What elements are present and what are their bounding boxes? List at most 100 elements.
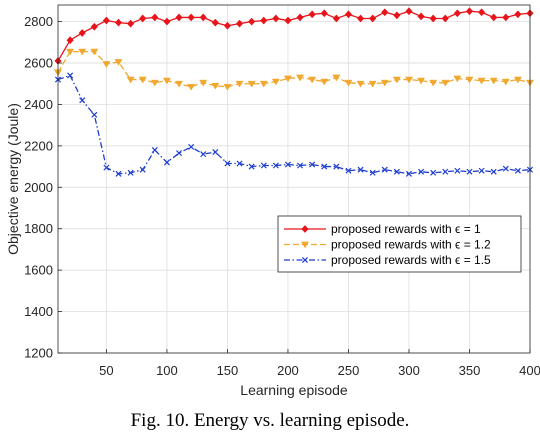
data-point — [344, 79, 353, 87]
series-line — [57, 10, 531, 62]
data-point — [308, 10, 316, 19]
data-point — [309, 161, 316, 168]
legend-entry-3: proposed rewards with ϵ = 1.5 — [284, 253, 491, 267]
data-point — [333, 163, 340, 170]
data-point — [102, 16, 111, 25]
data-point — [199, 79, 208, 87]
data-point — [284, 16, 292, 25]
y-tick-label: 2800 — [24, 14, 53, 29]
data-point — [151, 13, 159, 22]
data-point — [466, 168, 473, 175]
y-tick-label: 1200 — [24, 346, 53, 361]
data-point — [174, 80, 184, 88]
data-point — [66, 36, 74, 45]
data-point — [103, 164, 110, 171]
data-point — [79, 97, 86, 104]
legend-entry-1: proposed rewards with ϵ = 1 — [284, 222, 481, 236]
series-1 — [54, 7, 534, 65]
data-point — [223, 83, 232, 91]
data-point — [490, 13, 498, 22]
data-point — [284, 161, 291, 168]
data-point — [453, 75, 462, 83]
data-point — [247, 80, 256, 88]
data-point — [393, 11, 401, 20]
data-point — [502, 13, 510, 22]
data-point — [429, 79, 438, 87]
data-point — [224, 160, 231, 167]
y-tick-label: 2000 — [24, 180, 53, 195]
data-point — [392, 76, 401, 84]
data-point — [236, 160, 243, 167]
data-point — [441, 79, 450, 87]
y-tick-label: 2200 — [24, 138, 53, 153]
data-point — [381, 8, 389, 17]
data-point — [296, 13, 304, 22]
data-point — [150, 79, 159, 87]
data-point — [405, 170, 412, 177]
data-point — [465, 76, 474, 84]
data-point — [127, 169, 134, 176]
data-point — [442, 168, 449, 175]
data-point — [176, 150, 183, 157]
data-point — [139, 14, 147, 23]
data-point — [357, 166, 364, 173]
data-point — [151, 146, 158, 154]
x-tick-label: 400 — [519, 363, 540, 378]
legend-marker — [301, 256, 309, 264]
data-point — [212, 149, 219, 156]
data-point — [248, 17, 256, 26]
data-point — [321, 163, 328, 170]
data-point — [369, 14, 377, 23]
legend-marker — [301, 225, 309, 233]
data-point — [320, 9, 328, 18]
data-point — [67, 72, 74, 79]
x-tick-label: 350 — [459, 363, 481, 378]
data-point — [199, 13, 207, 22]
legend-label: proposed rewards with ϵ = 1.2 — [331, 238, 491, 252]
y-tick-label: 2400 — [24, 97, 53, 112]
plot-frame — [57, 4, 531, 354]
data-point — [441, 14, 449, 23]
data-point — [115, 170, 122, 177]
data-point — [417, 77, 426, 85]
data-point — [404, 76, 414, 84]
data-point — [296, 74, 305, 82]
data-point — [248, 163, 255, 170]
x-axis-title: Learning episode — [240, 382, 348, 398]
y-tick-label: 2600 — [24, 56, 53, 71]
data-point — [114, 59, 123, 66]
data-point — [418, 168, 425, 175]
data-point — [78, 48, 87, 56]
data-point — [297, 162, 304, 169]
data-point — [405, 7, 413, 16]
data-point — [272, 14, 280, 23]
legend-label: proposed rewards with ϵ = 1.5 — [331, 253, 491, 267]
data-point — [344, 10, 353, 19]
data-point — [356, 14, 365, 23]
series-line — [57, 74, 531, 175]
data-point — [430, 169, 437, 176]
data-point — [454, 167, 461, 174]
data-point — [332, 74, 341, 82]
data-point — [78, 28, 86, 37]
data-point — [465, 7, 474, 16]
series-layer — [53, 7, 535, 177]
data-point — [260, 162, 267, 169]
data-point — [163, 159, 170, 166]
gridlines — [58, 5, 531, 354]
data-point — [211, 18, 219, 27]
data-point — [260, 16, 268, 25]
data-point — [102, 61, 111, 68]
data-point — [429, 14, 437, 23]
data-point — [235, 80, 244, 88]
data-point — [490, 168, 497, 175]
y-tick-label: 1400 — [24, 304, 53, 319]
data-point — [91, 111, 98, 118]
data-point — [283, 75, 292, 83]
data-point — [501, 78, 510, 86]
data-point — [187, 13, 195, 22]
data-point — [380, 79, 389, 87]
data-point — [417, 12, 425, 21]
legend-label: proposed rewards with ϵ = 1 — [331, 222, 481, 236]
